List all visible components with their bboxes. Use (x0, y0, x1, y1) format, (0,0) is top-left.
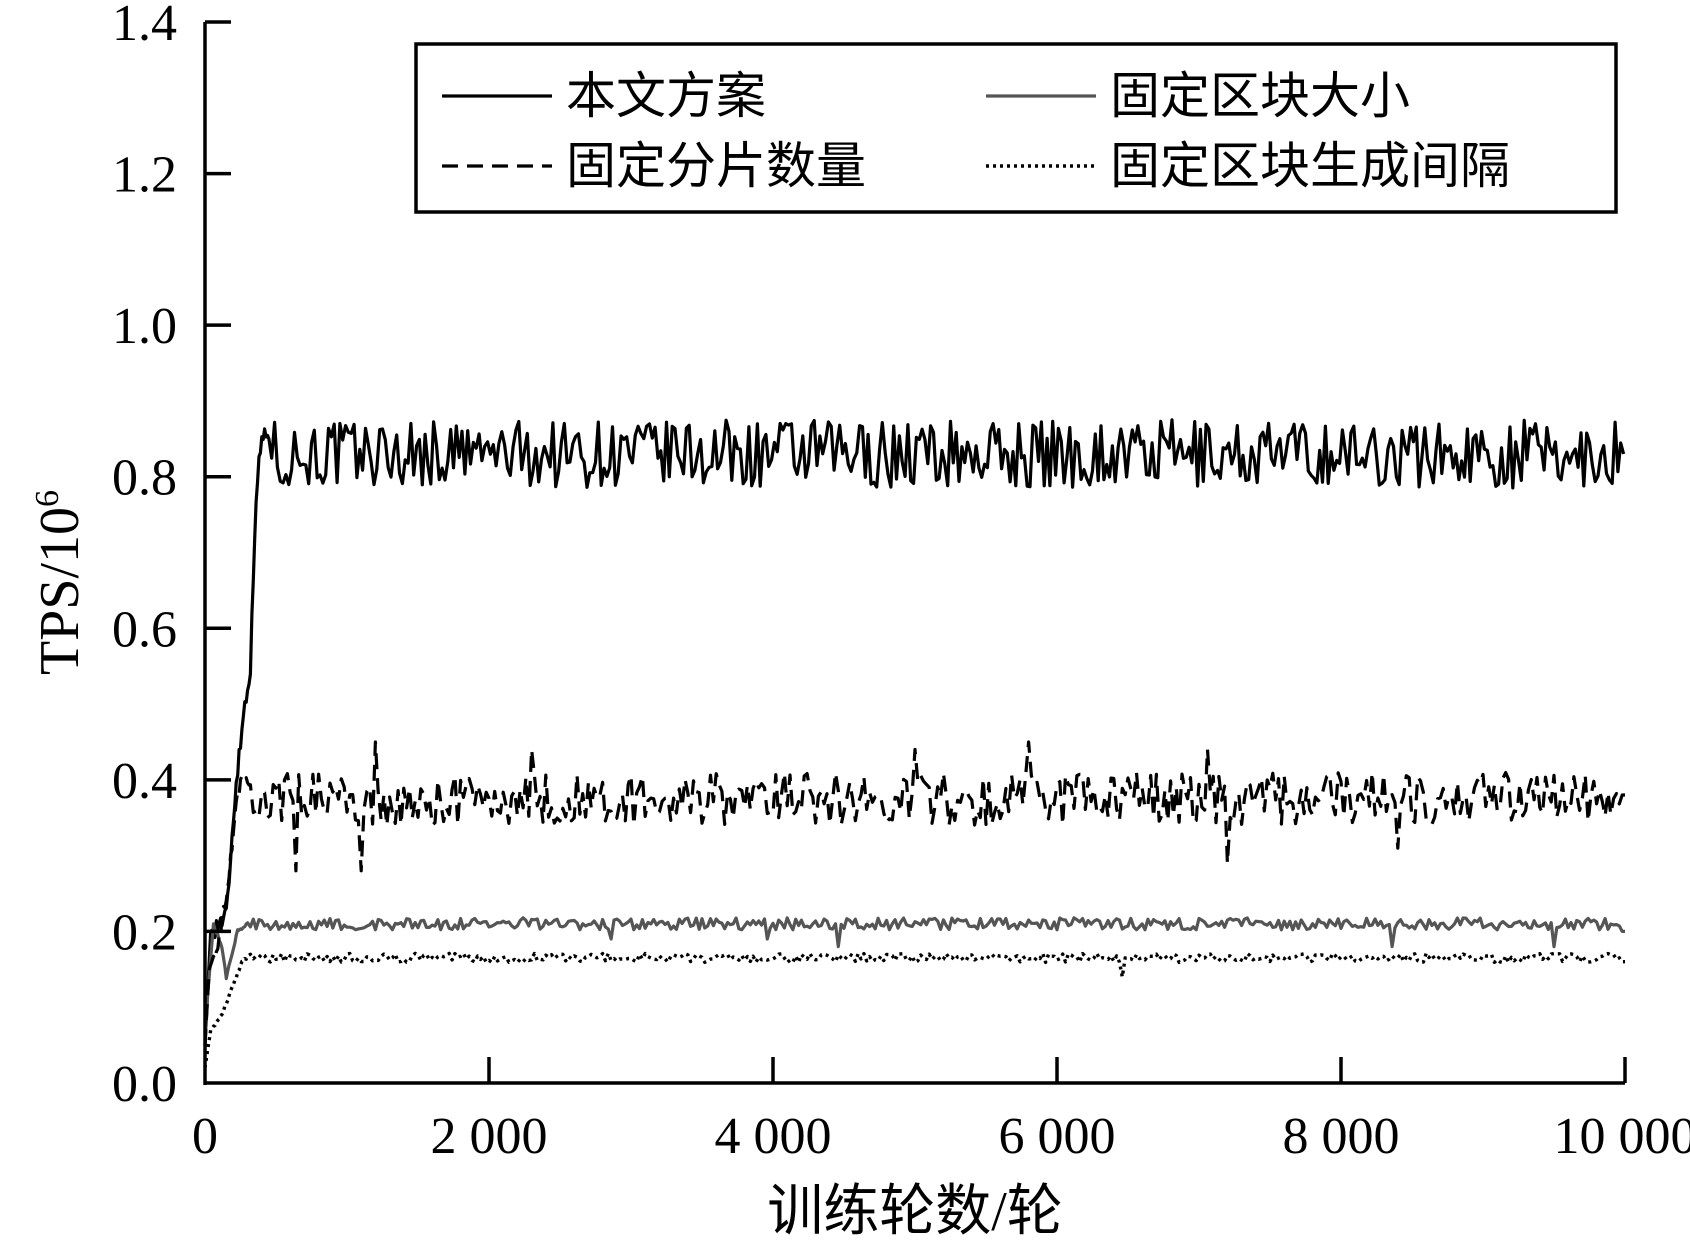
legend-label-1: 固定区块大小 (1110, 68, 1410, 124)
y-axis-title-exponent: 6 (29, 490, 66, 507)
series-line-2 (205, 742, 1625, 1045)
legend-label-0: 本文方案 (566, 68, 766, 124)
y-tick-label: 0.6 (112, 601, 177, 658)
x-tick-label: 2 000 (431, 1108, 548, 1165)
y-tick-label: 0.8 (112, 450, 177, 507)
y-tick-label: 1.2 (112, 147, 177, 204)
x-tick-label: 0 (192, 1108, 218, 1165)
series-line-1 (205, 918, 1625, 1045)
y-tick-label: 0.2 (112, 904, 177, 961)
y-tick-label: 1.4 (112, 0, 177, 52)
y-tick-label: 0.4 (112, 753, 177, 810)
x-tick-label: 10 000 (1554, 1108, 1690, 1165)
x-tick-label: 4 000 (715, 1108, 832, 1165)
y-axis-title-base: TPS/10 (29, 507, 91, 675)
legend-label-3: 固定区块生成间隔 (1110, 138, 1510, 194)
legend-label-2: 固定分片数量 (566, 138, 866, 194)
x-axis-title: 训练轮数/轮 (767, 1181, 1063, 1243)
series-line-3 (205, 953, 1625, 1067)
series-layer (205, 420, 1625, 1068)
y-axis-title: TPS/106 (29, 490, 91, 675)
x-tick-label: 8 000 (1283, 1108, 1400, 1165)
y-tick-label: 1.0 (112, 298, 177, 355)
x-tick-label: 6 000 (999, 1108, 1116, 1165)
series-line-0 (205, 420, 1624, 1045)
y-tick-label: 0.0 (112, 1056, 177, 1113)
